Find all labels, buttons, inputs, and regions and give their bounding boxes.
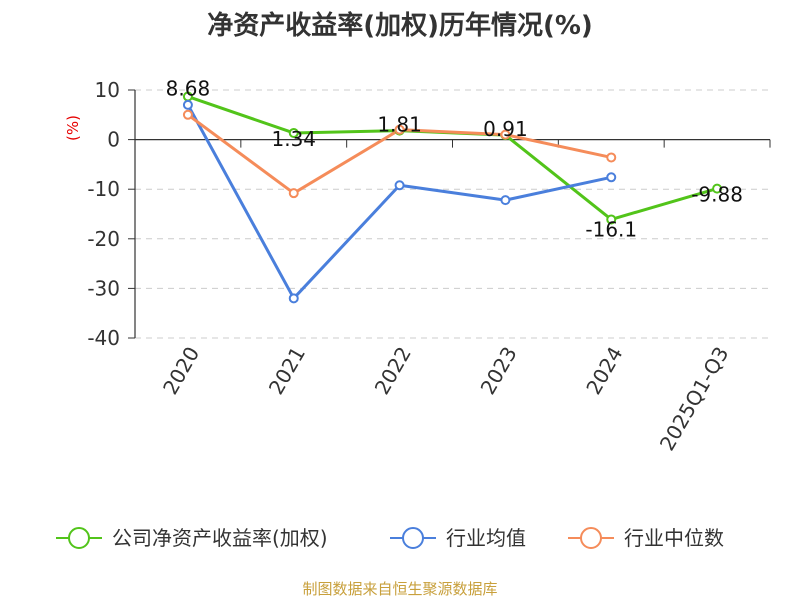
data-labels: 8.68 1.34 1.81 0.91 -16.1 -9.88 (166, 77, 743, 242)
source-note: 制图数据来自恒生聚源数据库 (302, 580, 497, 598)
legend-marker (402, 527, 424, 549)
y-tick-label: -40 (87, 326, 120, 350)
data-label: 8.68 (166, 77, 211, 101)
x-tick-label: 2021 (264, 343, 310, 399)
x-tick-label: 2023 (476, 343, 522, 399)
y-tick-label: 0 (107, 128, 120, 152)
chart-title: 净资产收益率(加权)历年情况(%) (207, 10, 593, 41)
x-tick-label: 2024 (581, 343, 627, 399)
data-label: 1.34 (271, 127, 316, 151)
x-tick-label: 2020 (158, 343, 204, 399)
data-point-0 (288, 127, 299, 138)
x-tick-label: 2025Q1-Q3 (655, 343, 734, 455)
y-tick-label: 10 (95, 78, 120, 102)
series-line-0 (187, 95, 718, 221)
legend: 公司净资产收益率(加权) 行业均值 行业中位数 (56, 526, 724, 550)
data-label: 1.81 (377, 113, 422, 137)
grid (135, 89, 770, 339)
legend-label: 公司净资产收益率(加权) (112, 526, 328, 550)
y-axis-label: (%) (64, 115, 82, 141)
data-point-0 (712, 183, 723, 194)
legend-label: 行业均值 (446, 526, 526, 550)
data-point-1 (288, 293, 299, 304)
data-point-2 (606, 152, 617, 163)
data-point-1 (394, 180, 405, 191)
y-tick-label: -20 (87, 227, 120, 251)
legend-item: 公司净资产收益率(加权) (56, 526, 328, 550)
data-label: -16.1 (585, 217, 637, 241)
x-tick-label: 2022 (370, 343, 416, 399)
data-point-0 (606, 214, 617, 225)
data-point-2 (182, 109, 193, 120)
data-point-1 (606, 172, 617, 183)
legend-marker (580, 527, 602, 549)
data-label: 0.91 (483, 117, 528, 141)
data-label: -9.88 (691, 183, 743, 207)
data-point-2 (500, 129, 511, 140)
axes: 10 0 -10 -20 -30 -40 2020 2021 2022 2023 2024 2025Q… (87, 78, 771, 455)
y-tick-label: -10 (87, 177, 120, 201)
data-point-1 (500, 195, 511, 206)
legend-item: 行业均值 (390, 526, 526, 550)
legend-marker (68, 527, 90, 549)
legend-item: 行业中位数 (568, 526, 724, 550)
data-point-1 (182, 99, 193, 110)
data-point-2 (288, 188, 299, 199)
legend-label: 行业中位数 (624, 526, 724, 550)
data-point-2 (394, 124, 405, 135)
series (182, 91, 723, 304)
y-tick-label: -30 (87, 276, 120, 300)
